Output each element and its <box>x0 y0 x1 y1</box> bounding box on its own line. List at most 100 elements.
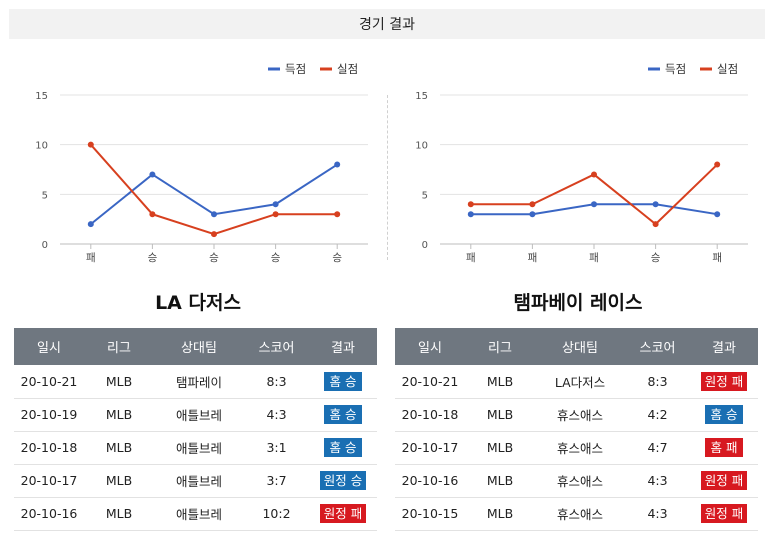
team-left-title: LA 다저스 <box>155 292 241 314</box>
data-point-conceded <box>529 201 536 208</box>
legend-label-conceded: 실점 <box>337 62 358 76</box>
cell-opponent: 애틀브레 <box>154 497 244 531</box>
result-badge: 홈 승 <box>324 405 362 424</box>
cell-opponent: 휴스애스 <box>535 398 625 432</box>
cell-date: 20-10-18 <box>14 431 84 465</box>
result-badge: 원정 승 <box>319 471 367 490</box>
team-right-title: 탬파베이 레이스 <box>513 292 643 314</box>
table-row: 20-10-18 MLB 휴스애스 4:2 홈 승 <box>395 398 758 432</box>
data-point-scored <box>272 201 279 208</box>
cell-league: MLB <box>84 365 154 399</box>
cell-score: 8:3 <box>625 365 690 399</box>
cell-date: 20-10-17 <box>395 431 465 465</box>
x-tick-label: 패 <box>528 252 538 264</box>
cell-league: MLB <box>465 431 535 465</box>
cell-date: 20-10-16 <box>14 497 84 531</box>
cell-score: 3:1 <box>244 431 309 465</box>
cell-date: 20-10-21 <box>14 365 84 399</box>
data-point-conceded <box>714 161 721 168</box>
table-row: 20-10-21 MLB 탬파레이 8:3 홈 승 <box>14 365 377 399</box>
data-point-scored <box>211 211 217 218</box>
data-point-scored <box>529 211 536 218</box>
cell-score: 4:2 <box>625 398 690 432</box>
data-point-conceded <box>334 211 341 218</box>
col-opponent: 상대팀 <box>154 328 244 365</box>
legend-label-scored: 득점 <box>665 62 686 76</box>
cell-opponent: 휴스애스 <box>535 431 625 465</box>
col-result: 결과 <box>690 328 758 365</box>
result-badge: 홈 승 <box>705 405 743 424</box>
cell-league: MLB <box>84 464 154 498</box>
col-opponent: 상대팀 <box>535 328 625 365</box>
data-point-scored <box>652 201 659 208</box>
cell-result: 원정 패 <box>690 365 758 399</box>
result-badge: 홈 승 <box>324 438 362 457</box>
section-title: 경기 결과 <box>359 17 415 33</box>
table-left-body: 20-10-21 MLB 탬파레이 8:3 홈 승 20-10-19 MLB 애틀브레 4:3 홈… <box>14 365 377 531</box>
data-point-conceded <box>652 221 659 228</box>
cell-date: 20-10-21 <box>395 365 465 399</box>
chart-right-svg: 득점 실점 0 5 10 15 패 패 패 승 패 <box>415 62 748 264</box>
cell-league: MLB <box>84 497 154 531</box>
x-tick-label: 승 <box>148 252 158 264</box>
legend-label-conceded: 실점 <box>717 62 738 76</box>
x-tick-label: 승 <box>209 252 219 264</box>
data-point-scored <box>334 161 341 168</box>
chart-left-svg: 득점 실점 0 5 10 15 패 승 승 승 승 <box>35 62 368 264</box>
table-header-row: 일시 리그 상대팀 스코어 결과 <box>395 328 758 365</box>
section-header: 경기 결과 <box>9 9 765 39</box>
cell-opponent: 휴스애스 <box>535 464 625 498</box>
data-point-conceded <box>211 231 217 238</box>
cell-date: 20-10-16 <box>395 464 465 498</box>
data-point-conceded <box>149 211 156 218</box>
cell-opponent: LA다저스 <box>535 365 625 399</box>
cell-result: 홈 승 <box>690 398 758 432</box>
cell-league: MLB <box>84 431 154 465</box>
data-point-conceded <box>467 201 474 208</box>
chart-divider <box>387 95 388 260</box>
table-left: 일시 리그 상대팀 스코어 결과 20-10-21 MLB 탬파레이 8:3 홈 승 20… <box>14 328 377 531</box>
col-score: 스코어 <box>625 328 690 365</box>
y-tick-label: 15 <box>415 91 428 102</box>
cell-score: 3:7 <box>244 464 309 498</box>
cell-result: 홈 패 <box>690 431 758 465</box>
cell-score: 4:3 <box>625 464 690 498</box>
data-point-scored <box>714 211 721 218</box>
data-point-scored <box>467 211 474 218</box>
table-right: 일시 리그 상대팀 스코어 결과 20-10-21 MLB LA다저스 8:3 원정 패… <box>395 328 758 531</box>
cell-date: 20-10-17 <box>14 464 84 498</box>
col-date: 일시 <box>395 328 465 365</box>
y-tick-label: 15 <box>35 91 48 102</box>
table-row: 20-10-16 MLB 휴스애스 4:3 원정 패 <box>395 464 758 498</box>
data-point-scored <box>591 201 597 208</box>
cell-league: MLB <box>84 398 154 432</box>
result-badge: 원정 패 <box>700 504 748 523</box>
table-row: 20-10-16 MLB 애틀브레 10:2 원정 패 <box>14 497 377 531</box>
y-tick-label: 0 <box>422 240 428 251</box>
col-league: 리그 <box>84 328 154 365</box>
table-row: 20-10-17 MLB 애틀브레 3:7 원정 승 <box>14 464 377 498</box>
table-row: 20-10-21 MLB LA다저스 8:3 원정 패 <box>395 365 758 399</box>
x-tick-label: 패 <box>86 252 96 264</box>
table-right-body: 20-10-21 MLB LA다저스 8:3 원정 패 20-10-18 MLB 휴스애스 4:… <box>395 365 758 531</box>
legend-label-scored: 득점 <box>285 62 306 76</box>
data-point-scored <box>87 221 94 228</box>
cell-opponent: 휴스애스 <box>535 497 625 531</box>
data-point-scored <box>149 171 156 178</box>
result-badge: 원정 패 <box>700 371 748 391</box>
table-row: 20-10-15 MLB 휴스애스 4:3 원정 패 <box>395 497 758 531</box>
x-tick-label: 승 <box>271 252 281 264</box>
cell-score: 10:2 <box>244 497 309 531</box>
cell-league: MLB <box>465 365 535 399</box>
result-badge: 홈 패 <box>705 438 743 457</box>
y-tick-label: 5 <box>42 190 48 201</box>
data-point-conceded <box>272 211 279 218</box>
cell-date: 20-10-18 <box>395 398 465 432</box>
chart-legend: 득점 실점 <box>648 62 738 76</box>
table-row: 20-10-19 MLB 애틀브레 4:3 홈 승 <box>14 398 377 432</box>
table-header-row: 일시 리그 상대팀 스코어 결과 <box>14 328 377 365</box>
x-tick-label: 승 <box>332 252 342 264</box>
data-point-conceded <box>591 171 597 178</box>
cell-date: 20-10-19 <box>14 398 84 432</box>
cell-opponent: 애틀브레 <box>154 398 244 432</box>
